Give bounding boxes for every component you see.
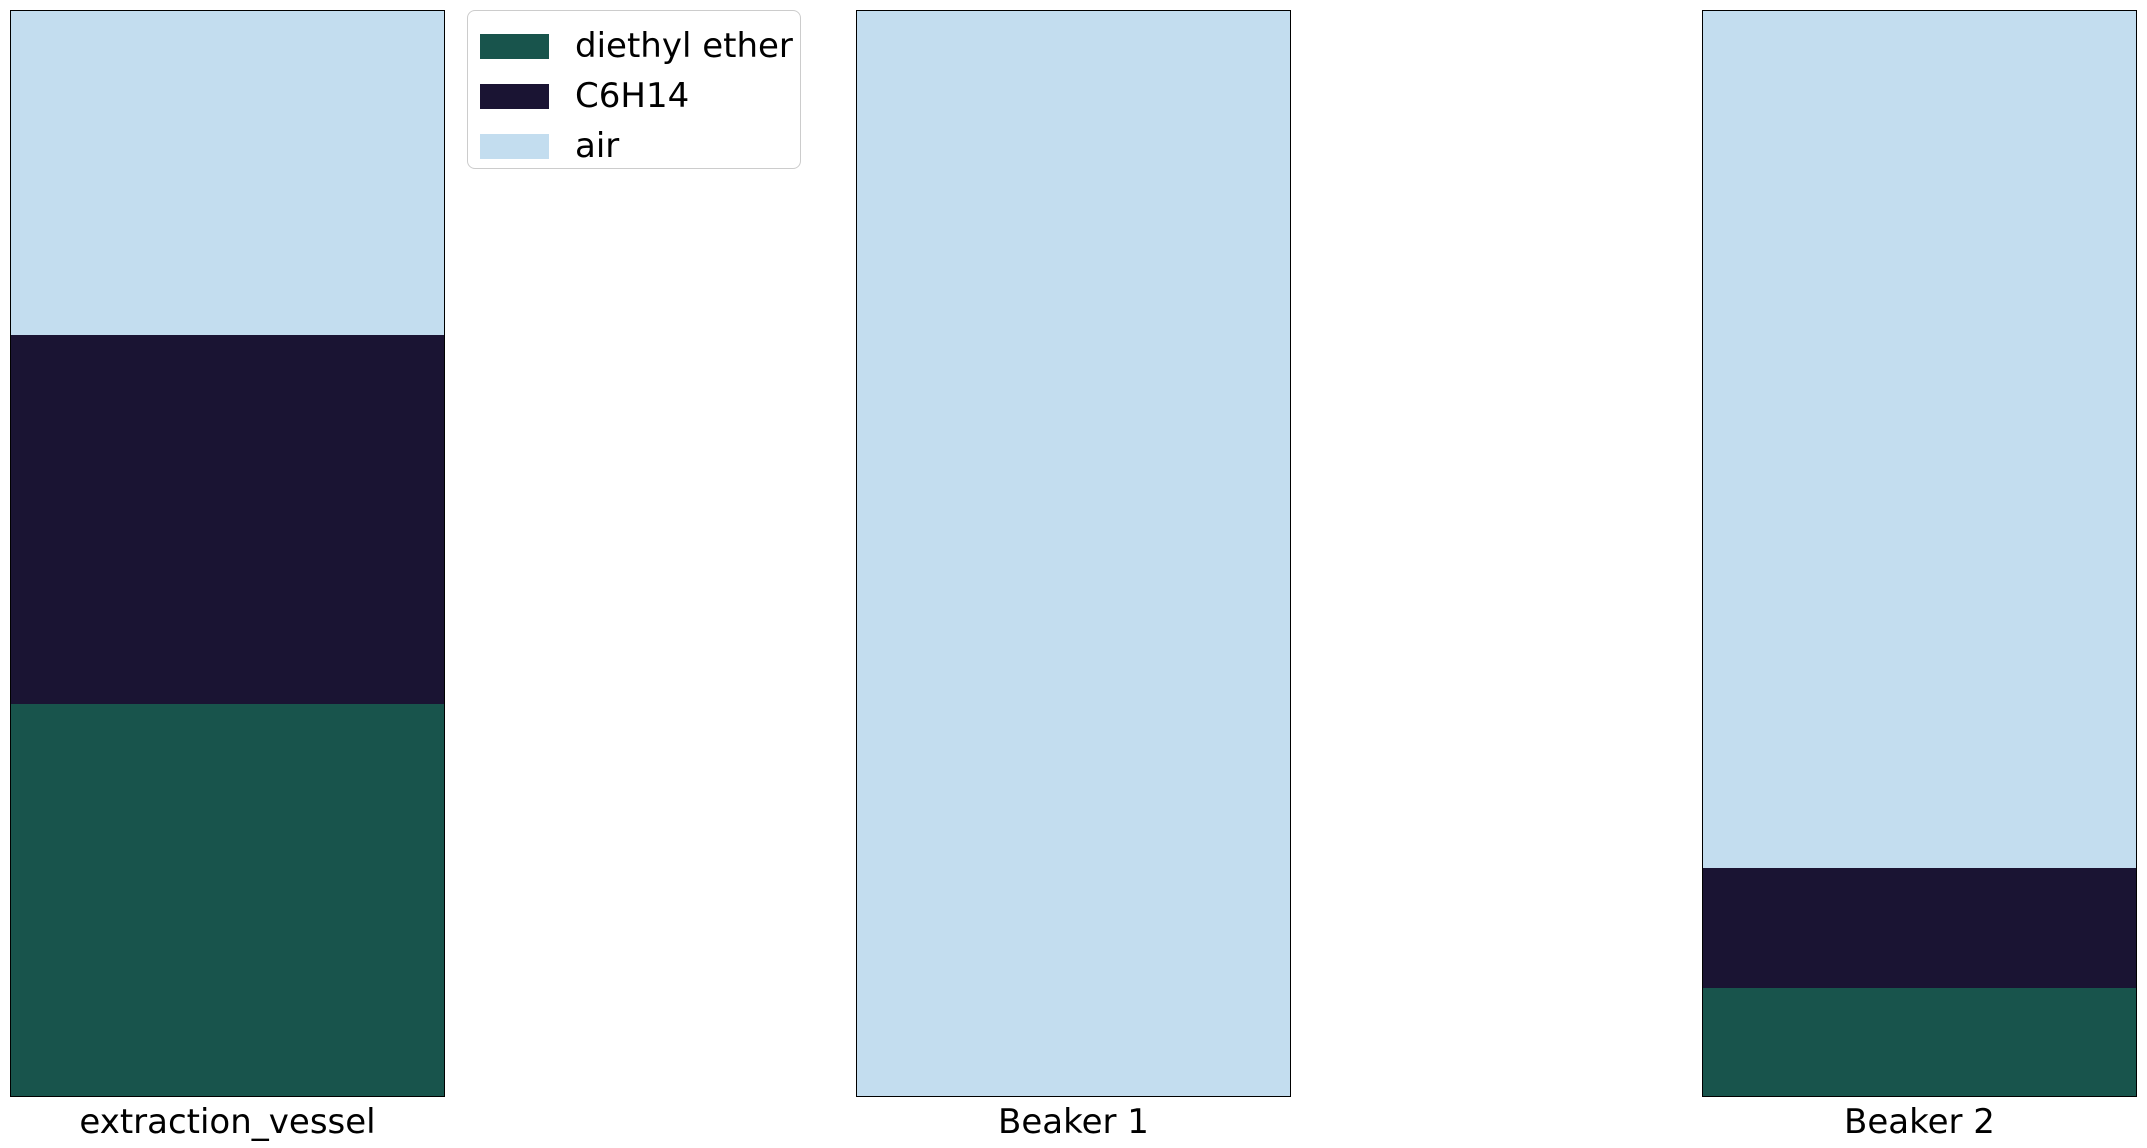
- vessel-label: Beaker 1: [998, 1102, 1149, 1142]
- legend-entry-diethyl-ether: diethyl ether: [468, 21, 800, 71]
- legend-label: air: [575, 126, 620, 166]
- vessel-label: extraction_vessel: [79, 1102, 376, 1142]
- layer-c6h14: [1703, 868, 2136, 988]
- legend-entry-c6h14: C6H14: [468, 71, 800, 121]
- layer-air: [11, 11, 444, 336]
- legend-label: diethyl ether: [575, 26, 793, 66]
- layer-air: [857, 11, 1290, 1096]
- legend: diethyl ether C6H14 air: [467, 10, 801, 169]
- vessel-label: Beaker 2: [1844, 1102, 1995, 1142]
- legend-swatch: [480, 83, 549, 109]
- legend-swatch: [480, 33, 549, 59]
- layer-diethyl-ether: [11, 704, 444, 1096]
- vessel-beaker-2: [1702, 10, 2137, 1097]
- vessel-extraction-vessel: [10, 10, 445, 1097]
- legend-label: C6H14: [575, 76, 690, 116]
- layer-c6h14: [11, 335, 444, 705]
- legend-swatch: [480, 133, 549, 159]
- vessel-beaker-1: [856, 10, 1291, 1097]
- legend-entry-air: air: [468, 121, 800, 171]
- layer-diethyl-ether: [1703, 987, 2136, 1096]
- layer-air: [1703, 11, 2136, 869]
